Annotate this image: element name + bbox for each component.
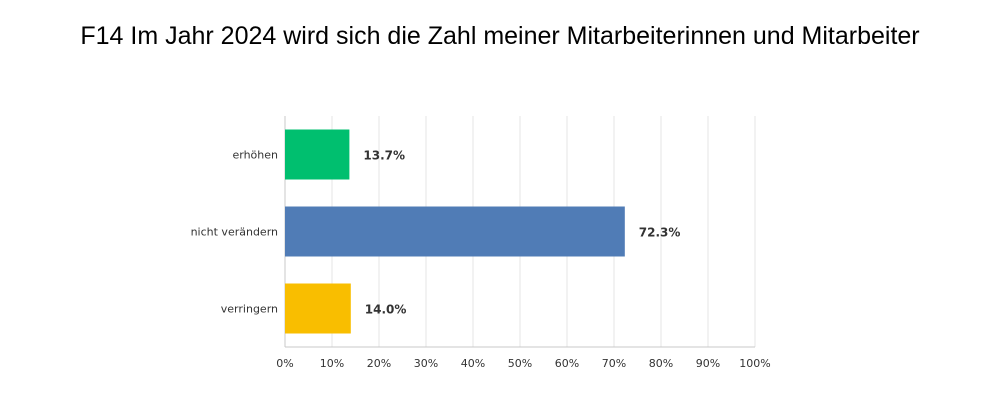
- bar: [285, 206, 625, 257]
- x-tick-label: 40%: [461, 357, 485, 370]
- x-tick-label: 70%: [602, 357, 626, 370]
- x-tick-label: 90%: [696, 357, 720, 370]
- labels: erhöhen 13.7% nicht verändern 72.3% verringe…: [191, 149, 681, 317]
- category-label: erhöhen: [232, 149, 278, 162]
- axes: 0% 10% 20% 30% 40% 50% 60% 70% 80% 90% 100%: [276, 116, 771, 370]
- category-label: nicht verändern: [191, 226, 278, 239]
- data-label: 13.7%: [363, 149, 405, 163]
- bar: [285, 283, 351, 334]
- chart-title: F14 Im Jahr 2024 wird sich die Zahl mein…: [80, 22, 920, 50]
- category-label: verringern: [221, 303, 278, 316]
- x-tick-label: 20%: [367, 357, 391, 370]
- x-tick-label: 10%: [320, 357, 344, 370]
- x-tick-label: 100%: [739, 357, 770, 370]
- bar: [285, 129, 350, 180]
- data-label: 72.3%: [639, 226, 681, 240]
- x-tick-label: 50%: [508, 357, 532, 370]
- x-tick-label: 60%: [555, 357, 579, 370]
- bars: [285, 129, 625, 334]
- x-tick-label: 0%: [276, 357, 293, 370]
- x-tick-label: 80%: [649, 357, 673, 370]
- x-tick-label: 30%: [414, 357, 438, 370]
- data-label: 14.0%: [365, 303, 407, 317]
